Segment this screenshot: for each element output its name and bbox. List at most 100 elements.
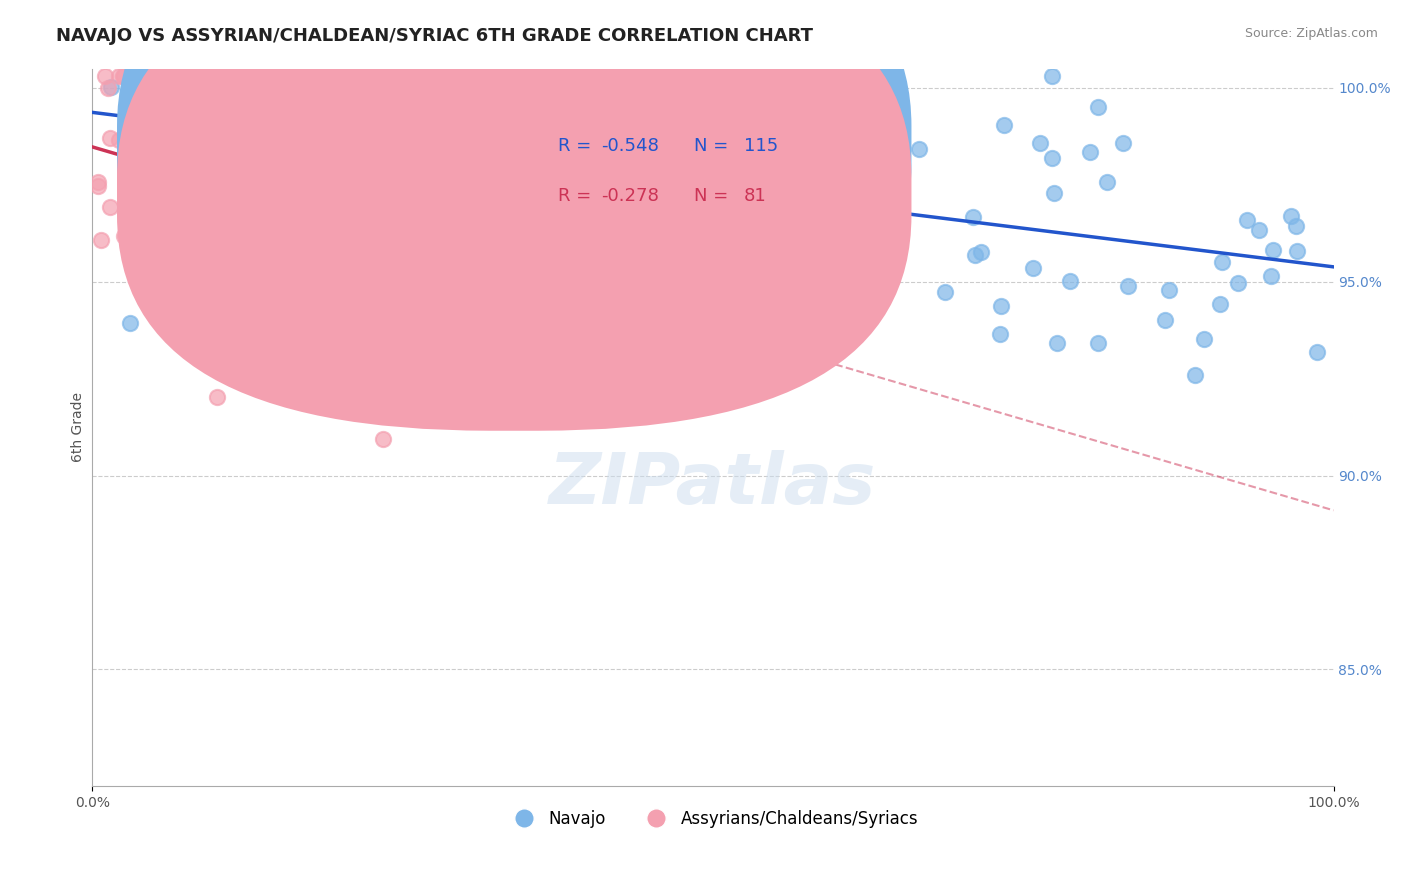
- Text: -0.278: -0.278: [602, 187, 659, 205]
- Point: [228, 173, 250, 187]
- Point: [149, 134, 172, 148]
- Point: [479, 164, 502, 178]
- Point: [1306, 345, 1329, 359]
- Point: [598, 87, 620, 101]
- Point: [267, 239, 290, 253]
- Point: [1279, 209, 1302, 223]
- Point: [467, 135, 489, 149]
- Point: [188, 153, 211, 167]
- FancyBboxPatch shape: [117, 0, 911, 381]
- Point: [1226, 276, 1249, 290]
- Point: [112, 228, 135, 243]
- Point: [225, 115, 247, 129]
- Point: [339, 186, 361, 201]
- Point: [494, 79, 516, 94]
- Point: [240, 70, 263, 84]
- Point: [107, 70, 129, 84]
- Point: [87, 176, 110, 190]
- Point: [1157, 283, 1180, 297]
- Point: [1260, 268, 1282, 283]
- Point: [328, 284, 350, 298]
- Point: [634, 70, 657, 84]
- Point: [328, 221, 350, 235]
- Point: [733, 120, 755, 134]
- Point: [361, 177, 384, 191]
- Point: [725, 189, 748, 203]
- Point: [205, 227, 228, 241]
- Point: [375, 70, 398, 84]
- Text: N =: N =: [695, 187, 734, 205]
- Point: [1080, 145, 1102, 159]
- Point: [246, 270, 269, 285]
- Point: [239, 277, 262, 292]
- Point: [335, 268, 357, 282]
- Point: [427, 103, 450, 118]
- Text: 115: 115: [744, 137, 778, 155]
- Point: [342, 70, 364, 84]
- Point: [367, 237, 389, 252]
- Point: [399, 79, 422, 94]
- Point: [224, 238, 246, 252]
- Point: [98, 131, 121, 145]
- Point: [159, 70, 181, 84]
- Point: [132, 70, 155, 84]
- Point: [501, 95, 523, 109]
- Point: [129, 70, 152, 84]
- Point: [475, 119, 498, 133]
- Point: [624, 252, 647, 266]
- Point: [226, 70, 249, 84]
- Point: [371, 95, 394, 109]
- Point: [195, 270, 218, 285]
- Point: [654, 171, 676, 186]
- Point: [619, 177, 641, 191]
- Point: [673, 244, 696, 259]
- Point: [1209, 297, 1232, 311]
- Point: [291, 119, 314, 133]
- Point: [311, 303, 333, 318]
- Point: [335, 204, 357, 219]
- Point: [761, 211, 783, 226]
- Point: [990, 327, 1012, 342]
- Point: [108, 133, 131, 147]
- Point: [354, 147, 377, 161]
- Point: [145, 148, 167, 162]
- Point: [165, 128, 187, 143]
- Point: [325, 324, 347, 338]
- Point: [1042, 186, 1064, 201]
- Text: 81: 81: [744, 187, 766, 205]
- Text: Source: ZipAtlas.com: Source: ZipAtlas.com: [1244, 27, 1378, 40]
- Point: [1194, 333, 1216, 347]
- Point: [839, 253, 862, 268]
- Point: [934, 285, 956, 300]
- Point: [195, 285, 218, 299]
- Point: [374, 213, 396, 227]
- Point: [170, 189, 193, 203]
- Point: [273, 318, 295, 333]
- Point: [477, 70, 499, 84]
- Point: [184, 70, 207, 84]
- Point: [990, 299, 1012, 313]
- Point: [201, 351, 224, 365]
- Point: [328, 351, 350, 365]
- Point: [718, 128, 741, 143]
- Point: [1116, 279, 1139, 293]
- Point: [1261, 243, 1284, 257]
- Point: [821, 165, 844, 179]
- Point: [297, 131, 319, 145]
- Point: [412, 184, 434, 198]
- Point: [186, 70, 208, 84]
- Point: [177, 163, 200, 178]
- Point: [876, 223, 898, 237]
- Point: [212, 246, 235, 260]
- Point: [264, 258, 287, 272]
- Point: [1042, 151, 1064, 165]
- Point: [162, 140, 184, 154]
- Point: [359, 155, 381, 169]
- Point: [494, 111, 516, 125]
- Point: [214, 70, 236, 84]
- Point: [1028, 136, 1050, 150]
- Point: [859, 301, 882, 315]
- Point: [273, 165, 295, 179]
- Point: [246, 235, 269, 250]
- Point: [288, 70, 311, 84]
